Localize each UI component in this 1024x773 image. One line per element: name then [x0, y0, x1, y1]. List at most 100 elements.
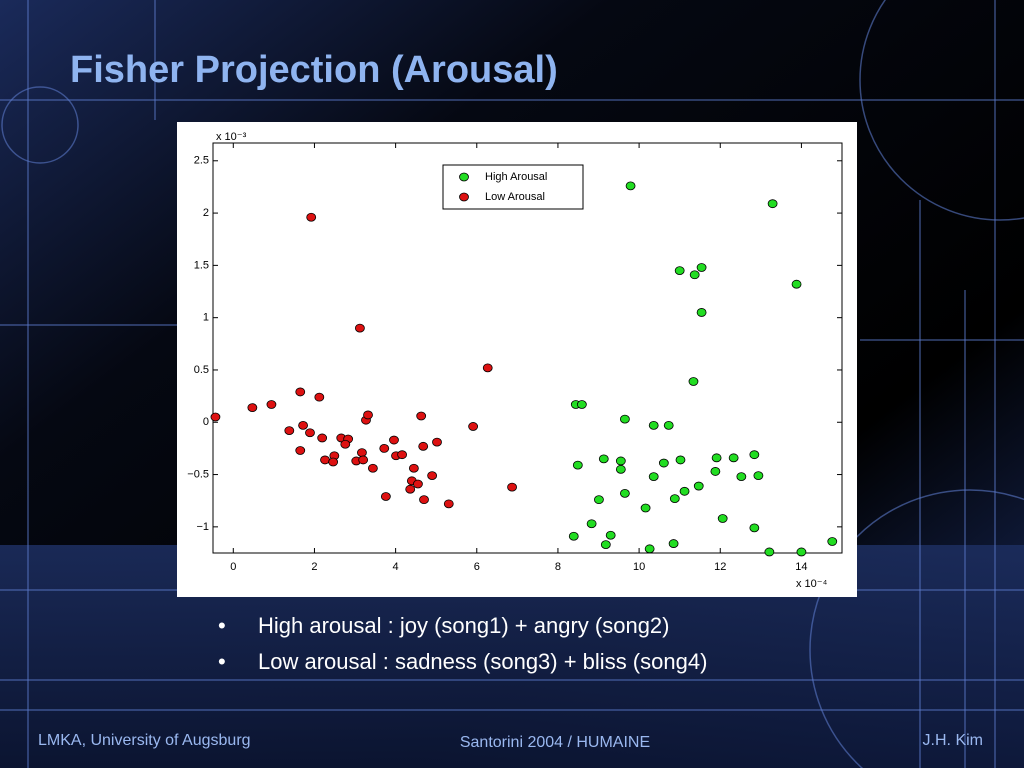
point: [317, 433, 328, 443]
point: [710, 467, 721, 476]
x-scale-label: x 10⁻⁴: [796, 578, 828, 590]
point: [314, 392, 325, 402]
point: [791, 279, 802, 289]
point: [658, 458, 669, 468]
point: [482, 363, 493, 373]
point: [767, 199, 778, 209]
point: [675, 455, 686, 465]
point: [295, 387, 306, 397]
y-scale-label: x 10⁻³: [216, 131, 247, 143]
legend-marker: [459, 192, 469, 202]
point: [711, 453, 722, 463]
point: [284, 426, 295, 436]
y-tick-label: −1: [196, 521, 209, 533]
x-tick-label: 4: [393, 561, 399, 573]
bullet: High arousal : joy (song1) + angry (song…: [258, 613, 670, 638]
y-tick-label: −0.5: [187, 468, 209, 480]
point: [432, 437, 442, 447]
point: [247, 403, 258, 413]
point: [572, 460, 583, 470]
point: [749, 450, 760, 460]
point: [418, 441, 429, 451]
point: [405, 484, 416, 494]
point: [266, 400, 277, 409]
x-tick-label: 2: [311, 561, 317, 573]
point: [764, 547, 775, 557]
point: [619, 414, 630, 424]
point: [576, 400, 587, 409]
point: [598, 454, 609, 464]
point: [689, 270, 700, 280]
bullet-marker: •: [218, 649, 226, 674]
point: [507, 482, 517, 492]
point: [427, 471, 438, 481]
point: [443, 499, 454, 509]
bullets: • High arousal : joy (song1) + angry (so…: [218, 613, 707, 674]
point: [625, 181, 636, 191]
point: [413, 479, 423, 489]
point: [615, 464, 626, 474]
y-tick-label: 2.5: [194, 155, 209, 167]
y-tick-label: 1.5: [194, 259, 209, 271]
legend-box: [442, 164, 584, 210]
point: [379, 444, 390, 453]
point: [416, 411, 427, 421]
point: [736, 472, 747, 482]
point: [298, 420, 308, 430]
slide-title: Fisher Projection (Arousal): [70, 49, 558, 91]
y-tick-label: 0.5: [194, 364, 209, 376]
chart: x 10⁻³ x 10⁻⁴ −1 −0.5 0 0.5 1 1.5 2 2.5 0 2 4 6 8 10 1…: [187, 131, 843, 590]
point: [357, 448, 367, 457]
point: [663, 420, 674, 430]
bullet: Low arousal : sadness (song3) + bliss (s…: [258, 649, 707, 674]
point: [568, 531, 579, 541]
point: [419, 495, 429, 505]
y-tick-label: 2: [203, 207, 209, 219]
point: [644, 544, 655, 554]
point: [749, 523, 760, 533]
point: [320, 455, 330, 465]
point: [328, 457, 339, 467]
point: [380, 492, 391, 501]
point: [468, 422, 479, 431]
point: [696, 263, 707, 272]
point: [363, 410, 373, 420]
y-tick-label: 1: [203, 312, 209, 324]
point: [679, 486, 690, 496]
point: [615, 456, 626, 466]
x-tick-label: 8: [555, 561, 561, 573]
point: [306, 212, 317, 222]
x-tick-label: 12: [714, 561, 726, 573]
x-tick-label: 10: [633, 561, 645, 573]
point: [367, 463, 378, 473]
legend-label: High Arousal: [485, 171, 547, 183]
point: [669, 494, 680, 504]
point: [358, 455, 369, 465]
x-tick-label: 6: [474, 561, 480, 573]
point: [674, 266, 685, 276]
bullet-marker: •: [218, 613, 226, 638]
x-tick-label: 0: [230, 561, 236, 573]
point: [389, 435, 399, 445]
point: [594, 495, 604, 505]
point: [305, 428, 315, 438]
legend: High Arousal Low Arousal: [442, 164, 584, 210]
point: [688, 377, 699, 386]
point: [753, 471, 764, 481]
point: [397, 450, 408, 460]
point: [586, 519, 597, 529]
point: [355, 323, 365, 333]
point: [728, 453, 739, 463]
legend-marker: [459, 172, 469, 182]
point: [717, 514, 728, 523]
footer-left: LMKA, University of Augsburg: [38, 732, 251, 749]
point: [295, 446, 306, 455]
point: [796, 547, 807, 557]
legend-label: Low Arousal: [485, 191, 545, 203]
plot-frame: [212, 142, 843, 554]
point: [696, 308, 707, 317]
point: [827, 537, 838, 546]
footer-center: Santorini 2004 / HUMAINE: [460, 734, 650, 751]
point: [210, 412, 221, 422]
